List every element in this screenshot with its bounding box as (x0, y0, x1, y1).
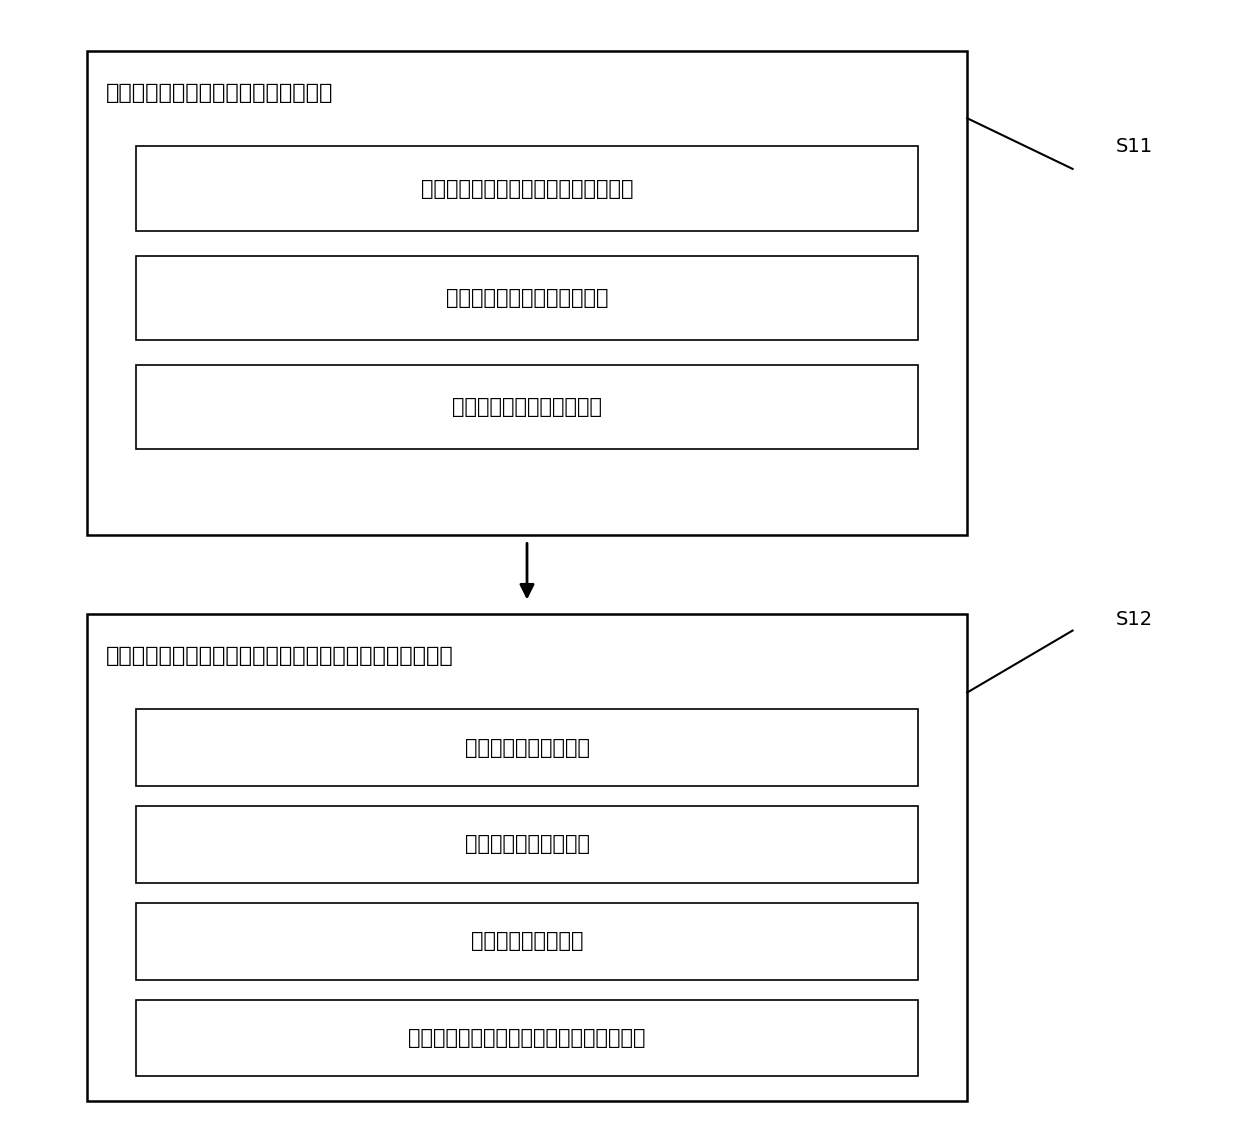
Bar (136, 1000, 918, 1076)
Bar (136, 256, 918, 340)
Text: 建立循环水系统的稳态模型: 建立循环水系统的稳态模型 (453, 397, 601, 417)
Bar (136, 806, 918, 883)
Text: 通过试验数据，修正模型参数: 通过试验数据，修正模型参数 (445, 288, 609, 307)
Bar (136, 903, 918, 980)
Text: 操作变量的优先级设置: 操作变量的优先级设置 (465, 834, 589, 855)
Text: 被控变量的优先级设置: 被控变量的优先级设置 (465, 738, 589, 758)
Text: 建立循环水系统的动态模型和稳态模型: 建立循环水系统的动态模型和稳态模型 (105, 83, 332, 104)
Text: 根据生产过程工艺要求，设置被控变量和操作变量的优先级: 根据生产过程工艺要求，设置被控变量和操作变量的优先级 (105, 646, 453, 667)
Bar (136, 709, 918, 786)
Text: 操作变量的效益方向: 操作变量的效益方向 (471, 931, 583, 951)
Text: S12: S12 (1116, 610, 1153, 628)
Bar (87, 614, 967, 1101)
Text: 操作变量与被控变量之间的相关性方向设置: 操作变量与被控变量之间的相关性方向设置 (408, 1028, 646, 1048)
Text: S11: S11 (1116, 137, 1153, 155)
Bar (136, 365, 918, 449)
Bar (136, 146, 918, 231)
Text: 建立循环水系统的水力模型和热力模型: 建立循环水系统的水力模型和热力模型 (420, 179, 634, 198)
Bar (87, 51, 967, 535)
